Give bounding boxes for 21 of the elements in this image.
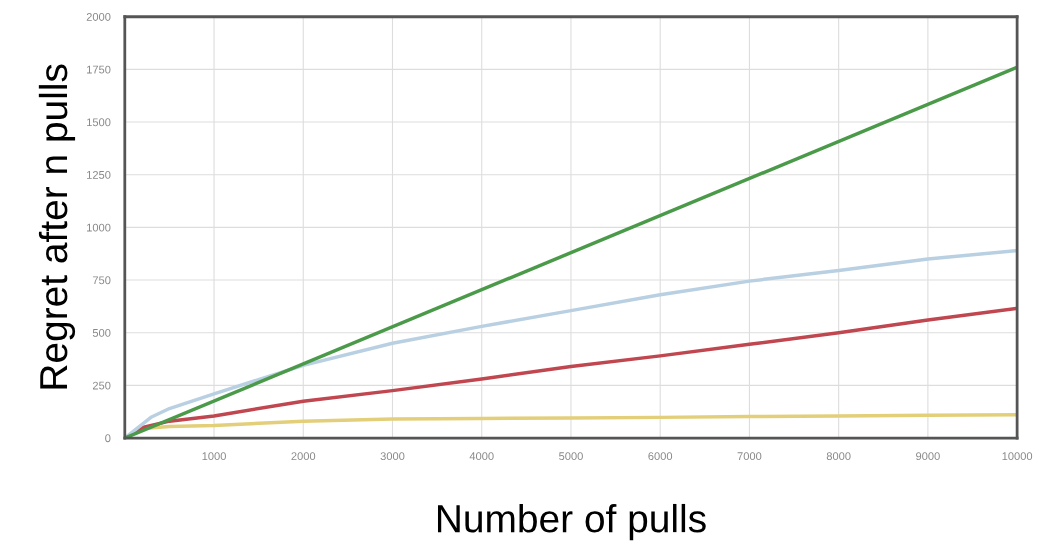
x-tick-label: 9000 bbox=[916, 452, 940, 461]
x-tick-label: 1000 bbox=[202, 452, 226, 461]
y-tick-label: 750 bbox=[92, 276, 111, 285]
x-tick-label: 8000 bbox=[826, 452, 851, 461]
y-axis-title: Regret after n pulls bbox=[38, 64, 76, 389]
y-tick-label: 2000 bbox=[86, 13, 111, 21]
x-tick-label: 3000 bbox=[380, 452, 405, 461]
x-tick-label: 10000 bbox=[1002, 452, 1033, 461]
y-tick-label: 1250 bbox=[87, 170, 111, 179]
y-tick-label: 250 bbox=[92, 381, 111, 390]
y-tick-label: 1000 bbox=[87, 223, 111, 232]
y-tick-label: 1500 bbox=[87, 118, 111, 127]
x-tick-label: 6000 bbox=[648, 452, 673, 461]
x-axis-title: Number of pulls bbox=[437, 503, 706, 541]
x-tick-label: 7000 bbox=[737, 452, 762, 461]
x-tick-label: 5000 bbox=[559, 452, 583, 461]
y-tick-label: 0 bbox=[105, 434, 111, 443]
x-tick-label: 4000 bbox=[469, 452, 494, 461]
y-tick-label: 500 bbox=[92, 328, 111, 337]
x-tick-label: 2000 bbox=[291, 452, 316, 461]
y-tick-label: 1750 bbox=[87, 65, 111, 74]
